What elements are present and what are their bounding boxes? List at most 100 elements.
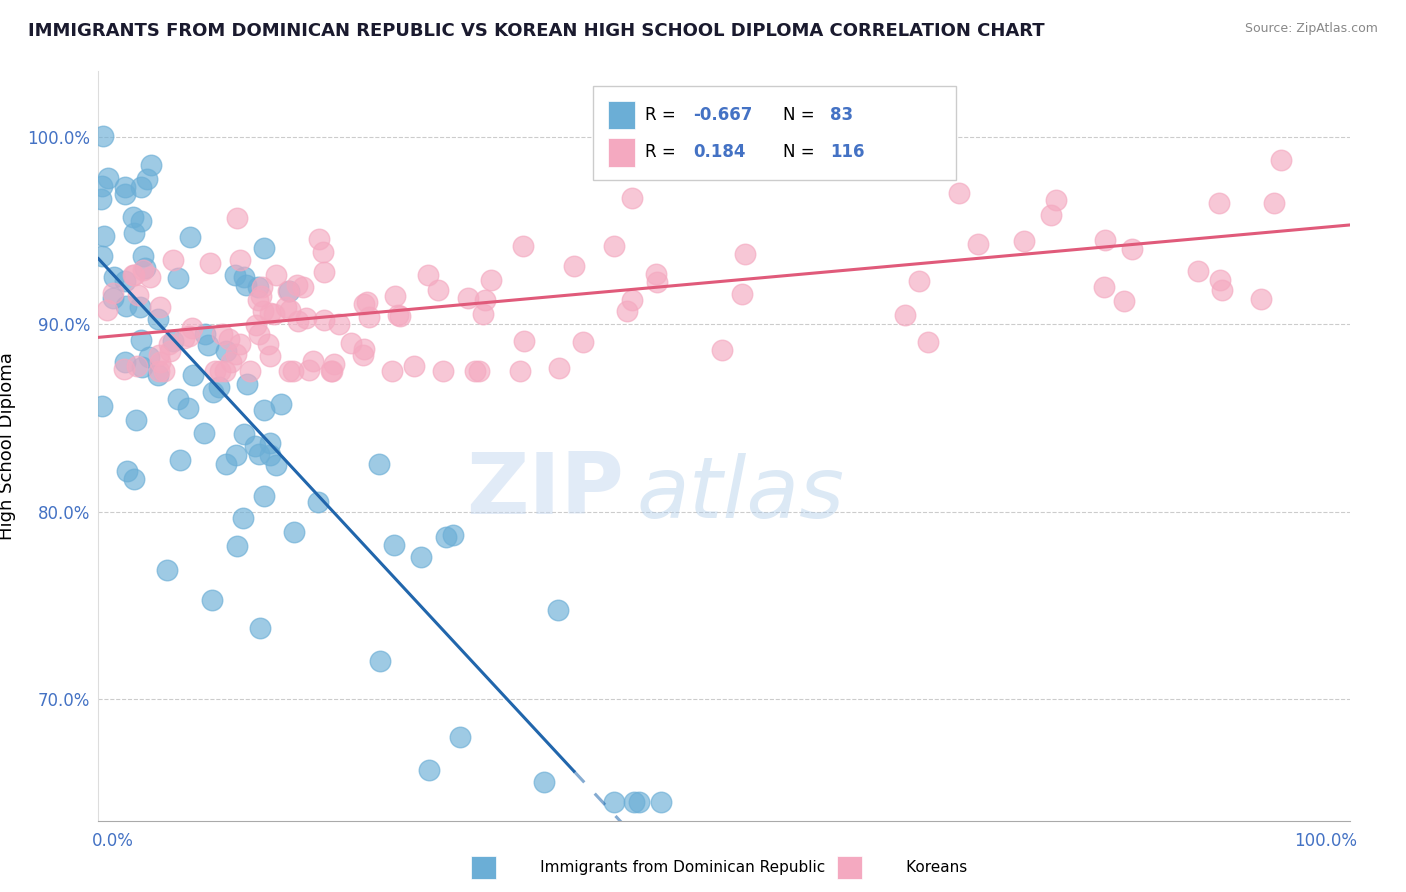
Point — [90, 400, 112, 414]
Point — [114, 187, 136, 202]
Point — [389, 309, 412, 323]
Point — [193, 327, 215, 342]
Point — [276, 300, 298, 314]
Point — [115, 299, 138, 313]
Point — [225, 539, 247, 553]
Text: Immigrants from Dominican Republic: Immigrants from Dominican Republic — [506, 860, 825, 874]
Point — [353, 297, 375, 311]
Point — [277, 284, 299, 298]
Point — [472, 307, 495, 321]
Point — [1045, 193, 1067, 207]
Point — [103, 270, 125, 285]
Point — [298, 363, 321, 377]
Point — [264, 458, 287, 472]
Text: R =: R = — [645, 144, 682, 161]
Point — [432, 364, 454, 378]
Point — [148, 364, 170, 378]
Point — [149, 355, 172, 369]
Point — [509, 364, 531, 378]
Point — [156, 563, 179, 577]
Point — [562, 259, 585, 273]
Point — [122, 211, 145, 225]
Point — [367, 458, 389, 472]
Point — [247, 293, 270, 308]
Point — [426, 283, 449, 297]
Point — [225, 448, 247, 462]
Point — [96, 302, 118, 317]
Point — [235, 278, 257, 293]
Point — [418, 763, 440, 777]
Point — [146, 368, 169, 382]
Point — [1112, 293, 1135, 308]
Text: Source: ZipAtlas.com: Source: ZipAtlas.com — [1244, 22, 1378, 36]
Point — [197, 338, 219, 352]
Text: -0.667: -0.667 — [693, 106, 752, 124]
Point — [512, 239, 534, 253]
Point — [603, 795, 626, 809]
Point — [328, 317, 350, 331]
Point — [162, 334, 184, 348]
Point — [129, 214, 152, 228]
Point — [228, 253, 250, 268]
Point — [621, 293, 644, 307]
Point — [134, 261, 156, 276]
Point — [215, 343, 238, 358]
Point — [1270, 153, 1292, 167]
Point — [132, 249, 155, 263]
Point — [247, 280, 270, 294]
Point — [264, 268, 287, 283]
Point — [259, 306, 281, 320]
Point — [179, 230, 201, 244]
Point — [249, 621, 271, 635]
Point — [353, 342, 375, 356]
Point — [162, 253, 184, 268]
Point — [114, 179, 136, 194]
Point — [645, 267, 668, 281]
Point — [259, 350, 281, 364]
Point — [948, 186, 970, 201]
Point — [139, 158, 162, 172]
Point — [138, 351, 160, 365]
Point — [243, 439, 266, 453]
Point — [474, 293, 496, 307]
Point — [381, 364, 404, 378]
Point — [131, 263, 153, 277]
Point — [181, 320, 204, 334]
Point — [148, 348, 170, 362]
Point — [512, 334, 534, 349]
Point — [149, 300, 172, 314]
Point — [125, 413, 148, 427]
Point — [1209, 273, 1232, 287]
Text: 83: 83 — [831, 106, 853, 124]
Point — [129, 179, 152, 194]
Point — [90, 249, 112, 263]
Bar — [607, 101, 636, 129]
Point — [101, 291, 124, 305]
Text: N =: N = — [783, 106, 820, 124]
Point — [1187, 264, 1209, 278]
Point — [148, 312, 170, 326]
Point — [384, 289, 406, 303]
Point — [627, 795, 650, 809]
Point — [249, 327, 271, 342]
Point — [616, 303, 638, 318]
Y-axis label: High School Diploma: High School Diploma — [0, 352, 15, 540]
Point — [193, 426, 215, 441]
Point — [135, 171, 157, 186]
Point — [139, 270, 162, 285]
Point — [1040, 208, 1063, 222]
Point — [90, 179, 112, 194]
Point — [252, 303, 274, 318]
Point — [202, 384, 225, 399]
Point — [283, 364, 305, 378]
Point — [382, 539, 405, 553]
Point — [214, 364, 236, 378]
Point — [457, 291, 479, 305]
Point — [221, 354, 243, 368]
Point — [122, 472, 145, 486]
Point — [173, 331, 195, 345]
Point — [409, 550, 432, 565]
Point — [169, 453, 191, 467]
Point — [235, 377, 257, 392]
Point — [314, 312, 336, 326]
